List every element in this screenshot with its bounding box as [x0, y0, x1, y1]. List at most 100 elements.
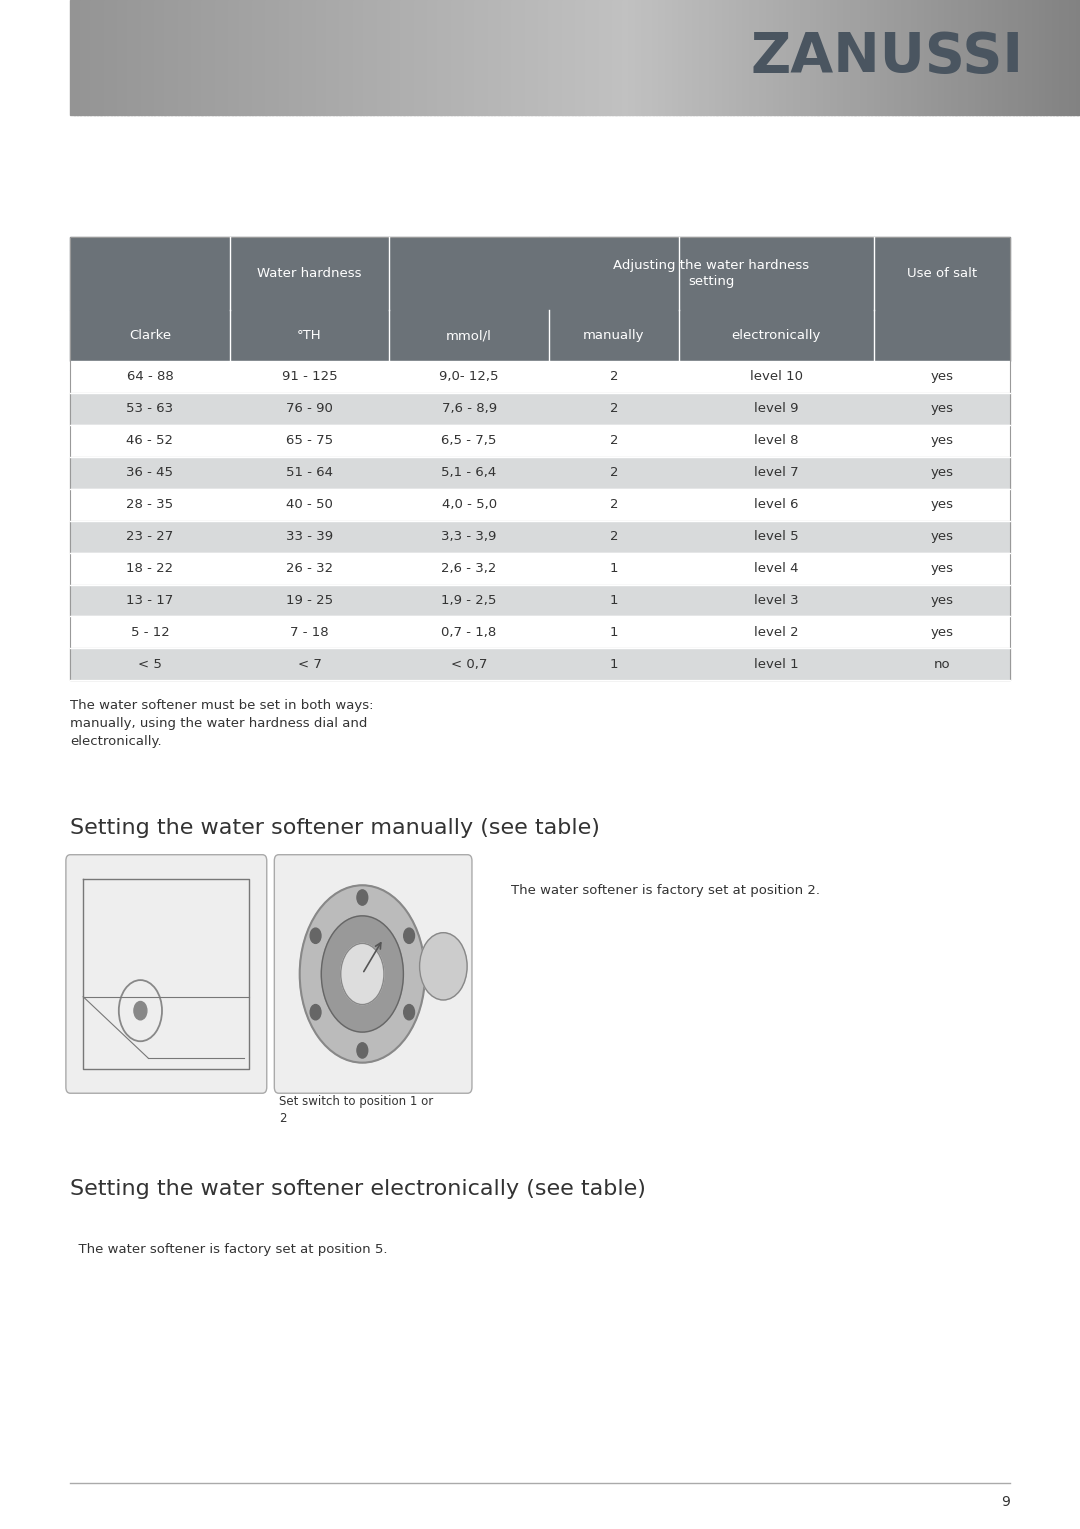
Bar: [484, 0, 488, 115]
Bar: [872, 0, 876, 115]
Bar: [1074, 0, 1078, 115]
Bar: [275, 0, 280, 115]
Text: 2: 2: [609, 531, 618, 543]
Bar: [541, 0, 545, 115]
Bar: [868, 0, 873, 115]
Text: level 5: level 5: [754, 531, 799, 543]
Bar: [100, 0, 105, 115]
Bar: [676, 0, 680, 115]
Bar: [252, 0, 256, 115]
Bar: [127, 0, 132, 115]
Bar: [97, 0, 102, 115]
Bar: [407, 0, 411, 115]
Text: 6,5 - 7,5: 6,5 - 7,5: [442, 434, 497, 448]
Text: level 1: level 1: [754, 657, 799, 671]
Bar: [899, 0, 903, 115]
Bar: [70, 237, 1010, 680]
Bar: [70, 425, 1010, 457]
Bar: [390, 0, 394, 115]
Text: < 5: < 5: [138, 657, 162, 671]
Bar: [595, 0, 599, 115]
Bar: [414, 0, 418, 115]
Bar: [912, 0, 916, 115]
Bar: [710, 0, 714, 115]
Bar: [999, 0, 1003, 115]
Bar: [239, 0, 243, 115]
Bar: [396, 0, 401, 115]
Bar: [1029, 0, 1034, 115]
Bar: [989, 0, 994, 115]
Text: 2: 2: [609, 466, 618, 479]
Circle shape: [357, 890, 367, 905]
Bar: [632, 0, 637, 115]
Bar: [730, 0, 734, 115]
Text: yes: yes: [930, 563, 954, 575]
Text: yes: yes: [930, 434, 954, 448]
Bar: [309, 0, 313, 115]
Text: level 2: level 2: [754, 625, 799, 639]
Bar: [585, 0, 590, 115]
Bar: [576, 0, 580, 115]
Bar: [230, 310, 389, 361]
Bar: [285, 0, 291, 115]
Bar: [1070, 0, 1075, 115]
Bar: [602, 0, 607, 115]
Bar: [302, 0, 307, 115]
Bar: [935, 0, 940, 115]
Bar: [757, 0, 761, 115]
Bar: [1032, 0, 1037, 115]
Bar: [242, 0, 246, 115]
Bar: [716, 0, 721, 115]
Bar: [827, 0, 832, 115]
Bar: [178, 0, 183, 115]
Bar: [107, 0, 111, 115]
Bar: [1036, 0, 1041, 115]
Bar: [374, 0, 378, 115]
Bar: [881, 0, 886, 115]
Bar: [296, 0, 300, 115]
Bar: [908, 0, 913, 115]
Bar: [865, 0, 869, 115]
Bar: [83, 0, 89, 115]
Bar: [686, 0, 690, 115]
Bar: [487, 0, 492, 115]
Bar: [266, 0, 270, 115]
Text: 18 - 22: 18 - 22: [126, 563, 174, 575]
Bar: [689, 0, 694, 115]
Bar: [444, 0, 448, 115]
Text: The water softener is factory set at position 2.: The water softener is factory set at pos…: [511, 884, 820, 898]
Bar: [154, 0, 159, 115]
Bar: [818, 0, 822, 115]
Text: mmol/l: mmol/l: [446, 329, 492, 342]
Bar: [784, 0, 788, 115]
Bar: [948, 0, 954, 115]
Circle shape: [310, 1005, 321, 1020]
Bar: [878, 0, 882, 115]
Text: 1: 1: [609, 593, 618, 607]
Bar: [980, 0, 984, 115]
Bar: [737, 0, 741, 115]
Bar: [891, 0, 896, 115]
Bar: [959, 0, 963, 115]
Bar: [1020, 0, 1024, 115]
Bar: [656, 0, 660, 115]
Bar: [131, 0, 135, 115]
Text: 2,6 - 3,2: 2,6 - 3,2: [442, 563, 497, 575]
Bar: [400, 0, 405, 115]
Text: 1: 1: [609, 625, 618, 639]
Bar: [885, 0, 889, 115]
Text: < 7: < 7: [298, 657, 322, 671]
Bar: [259, 0, 264, 115]
Bar: [137, 0, 141, 115]
Bar: [511, 0, 515, 115]
Bar: [110, 0, 116, 115]
Bar: [1047, 0, 1051, 115]
Bar: [751, 0, 755, 115]
Text: manually: manually: [583, 329, 645, 342]
Bar: [824, 0, 828, 115]
Bar: [306, 0, 310, 115]
Bar: [121, 0, 125, 115]
Bar: [518, 0, 523, 115]
Text: 2: 2: [609, 402, 618, 416]
Text: Set switch to position 1 or
2: Set switch to position 1 or 2: [279, 1095, 433, 1125]
